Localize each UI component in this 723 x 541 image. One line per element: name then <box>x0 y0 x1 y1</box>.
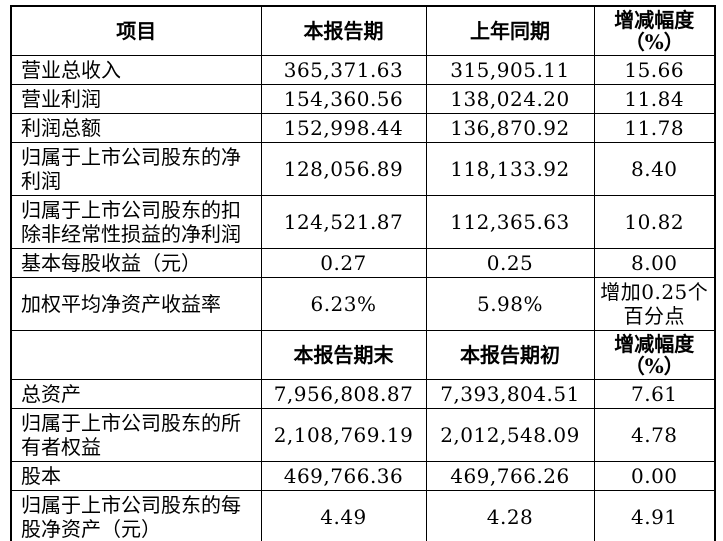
table-row: 基本每股收益（元） 0.27 0.25 8.00 <box>10 248 716 278</box>
row-label-cell: 营业利润 <box>10 84 262 114</box>
table-header-row: 项目 本报告期 上年同期 增减幅度 （%） <box>10 5 716 56</box>
row-label-cell: 归属于上市公司股东的所有者权益 <box>10 408 262 462</box>
value-cell: 128,056.89 <box>260 142 427 196</box>
row-label-cell: 基本每股收益（元） <box>10 248 262 278</box>
value-cell: 4.28 <box>425 490 595 541</box>
row-label-cell: 营业总收入 <box>10 55 262 85</box>
value-cell: 4.91 <box>593 490 716 541</box>
value-cell: 4.49 <box>260 490 427 541</box>
value-cell: 增加0.25个百分点 <box>593 277 716 331</box>
table-row: 营业总收入 365,371.63 315,905.11 15.66 <box>10 55 716 85</box>
row-label-cell: 归属于上市公司股东的扣除非经常性损益的净利润 <box>10 195 262 249</box>
value-cell: 2,012,548.09 <box>425 408 595 462</box>
value-cell: 8.00 <box>593 248 716 278</box>
value-cell: 315,905.11 <box>425 55 595 85</box>
table-row: 归属于上市公司股东的所有者权益 2,108,769.19 2,012,548.09 4… <box>10 408 716 462</box>
row-label-cell: 总资产 <box>10 379 262 409</box>
header-cell: 增减幅度 （%） <box>593 5 716 56</box>
value-cell: 152,998.44 <box>260 113 427 143</box>
value-cell: 0.25 <box>425 248 595 278</box>
value-cell: 5.98% <box>425 277 595 331</box>
row-label-cell: 归属于上市公司股东的每股净资产（元） <box>10 490 262 541</box>
value-cell: 0.27 <box>260 248 427 278</box>
row-label-cell: 股本 <box>10 461 262 491</box>
header-cell-item <box>10 330 262 380</box>
value-cell: 469,766.26 <box>425 461 595 491</box>
table-row: 归属于上市公司股东的每股净资产（元） 4.49 4.28 4.91 <box>10 490 716 541</box>
value-cell: 138,024.20 <box>425 84 595 114</box>
value-cell: 11.84 <box>593 84 716 114</box>
value-cell: 136,870.92 <box>425 113 595 143</box>
financial-summary-table: 项目 本报告期 上年同期 增减幅度 （%） 营业总收入 365,371.63 315,905… <box>10 5 716 541</box>
header-cell: 上年同期 <box>425 5 595 56</box>
value-cell: 7,393,804.51 <box>425 379 595 409</box>
value-cell: 365,371.63 <box>260 55 427 85</box>
value-cell: 10.82 <box>593 195 716 249</box>
row-label-cell: 利润总额 <box>10 113 262 143</box>
value-cell: 154,360.56 <box>260 84 427 114</box>
value-cell: 8.40 <box>593 142 716 196</box>
table-header-row: 本报告期末 本报告期初 增减幅度 （%） <box>10 330 716 380</box>
header-cell: 本报告期末 <box>260 330 427 380</box>
value-cell: 112,365.63 <box>425 195 595 249</box>
value-cell: 118,133.92 <box>425 142 595 196</box>
table-row: 营业利润 154,360.56 138,024.20 11.84 <box>10 84 716 114</box>
value-cell: 4.78 <box>593 408 716 462</box>
value-cell: 0.00 <box>593 461 716 491</box>
value-cell: 124,521.87 <box>260 195 427 249</box>
table-row: 归属于上市公司股东的净利润 128,056.89 118,133.92 8.40 <box>10 142 716 196</box>
row-label-cell: 归属于上市公司股东的净利润 <box>10 142 262 196</box>
table-row: 加权平均净资产收益率 6.23% 5.98% 增加0.25个百分点 <box>10 277 716 331</box>
table-row: 股本 469,766.36 469,766.26 0.00 <box>10 461 716 491</box>
value-cell: 7,956,808.87 <box>260 379 427 409</box>
value-cell: 15.66 <box>593 55 716 85</box>
value-cell: 6.23% <box>260 277 427 331</box>
value-cell: 2,108,769.19 <box>260 408 427 462</box>
table-row: 利润总额 152,998.44 136,870.92 11.78 <box>10 113 716 143</box>
header-cell: 本报告期 <box>260 5 427 56</box>
row-label-cell: 加权平均净资产收益率 <box>10 277 262 331</box>
value-cell: 7.61 <box>593 379 716 409</box>
header-cell: 本报告期初 <box>425 330 595 380</box>
value-cell: 469,766.36 <box>260 461 427 491</box>
value-cell: 11.78 <box>593 113 716 143</box>
table-row: 总资产 7,956,808.87 7,393,804.51 7.61 <box>10 379 716 409</box>
header-cell: 增减幅度 （%） <box>593 330 716 380</box>
header-cell-item: 项目 <box>10 5 262 56</box>
table-row: 归属于上市公司股东的扣除非经常性损益的净利润 124,521.87 112,365.… <box>10 195 716 249</box>
